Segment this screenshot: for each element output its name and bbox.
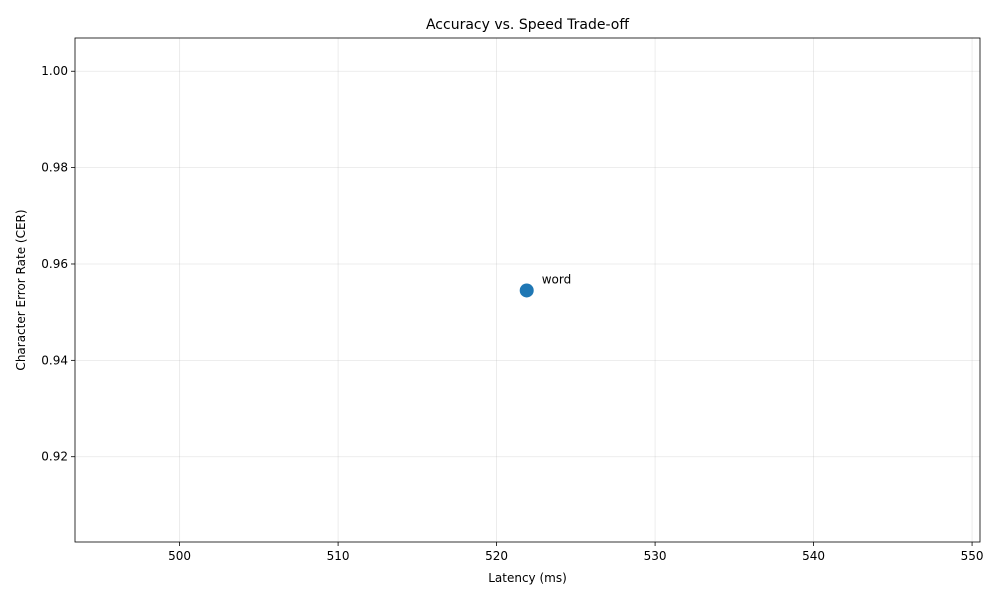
y-axis-label: Character Error Rate (CER) <box>14 209 28 370</box>
grid <box>75 38 980 542</box>
x-tick-label: 500 <box>168 549 191 563</box>
y-tick-label: 0.98 <box>41 161 68 175</box>
y-tick-label: 1.00 <box>41 64 68 78</box>
y-tick-label: 0.94 <box>41 353 68 367</box>
x-tick-label: 540 <box>802 549 825 563</box>
y-tick-label: 0.96 <box>41 257 68 271</box>
x-tick-label: 510 <box>327 549 350 563</box>
data-points: word <box>519 272 572 298</box>
y-axis-ticks: 0.92 0.94 0.96 0.98 1.00 <box>41 64 75 464</box>
x-tick-label: 550 <box>961 549 984 563</box>
x-axis-label: Latency (ms) <box>488 571 567 585</box>
data-point <box>519 283 534 298</box>
data-point-label: word <box>542 272 572 286</box>
x-axis-ticks: 500 510 520 530 540 550 <box>168 542 984 563</box>
chart-title: Accuracy vs. Speed Trade-off <box>426 17 629 33</box>
x-tick-label: 520 <box>485 549 508 563</box>
y-tick-label: 0.92 <box>41 450 68 464</box>
plot-area-frame <box>74 37 981 543</box>
x-tick-label: 530 <box>644 549 667 563</box>
